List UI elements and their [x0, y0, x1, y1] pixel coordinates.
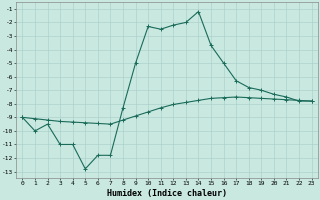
X-axis label: Humidex (Indice chaleur): Humidex (Indice chaleur) [107, 189, 227, 198]
